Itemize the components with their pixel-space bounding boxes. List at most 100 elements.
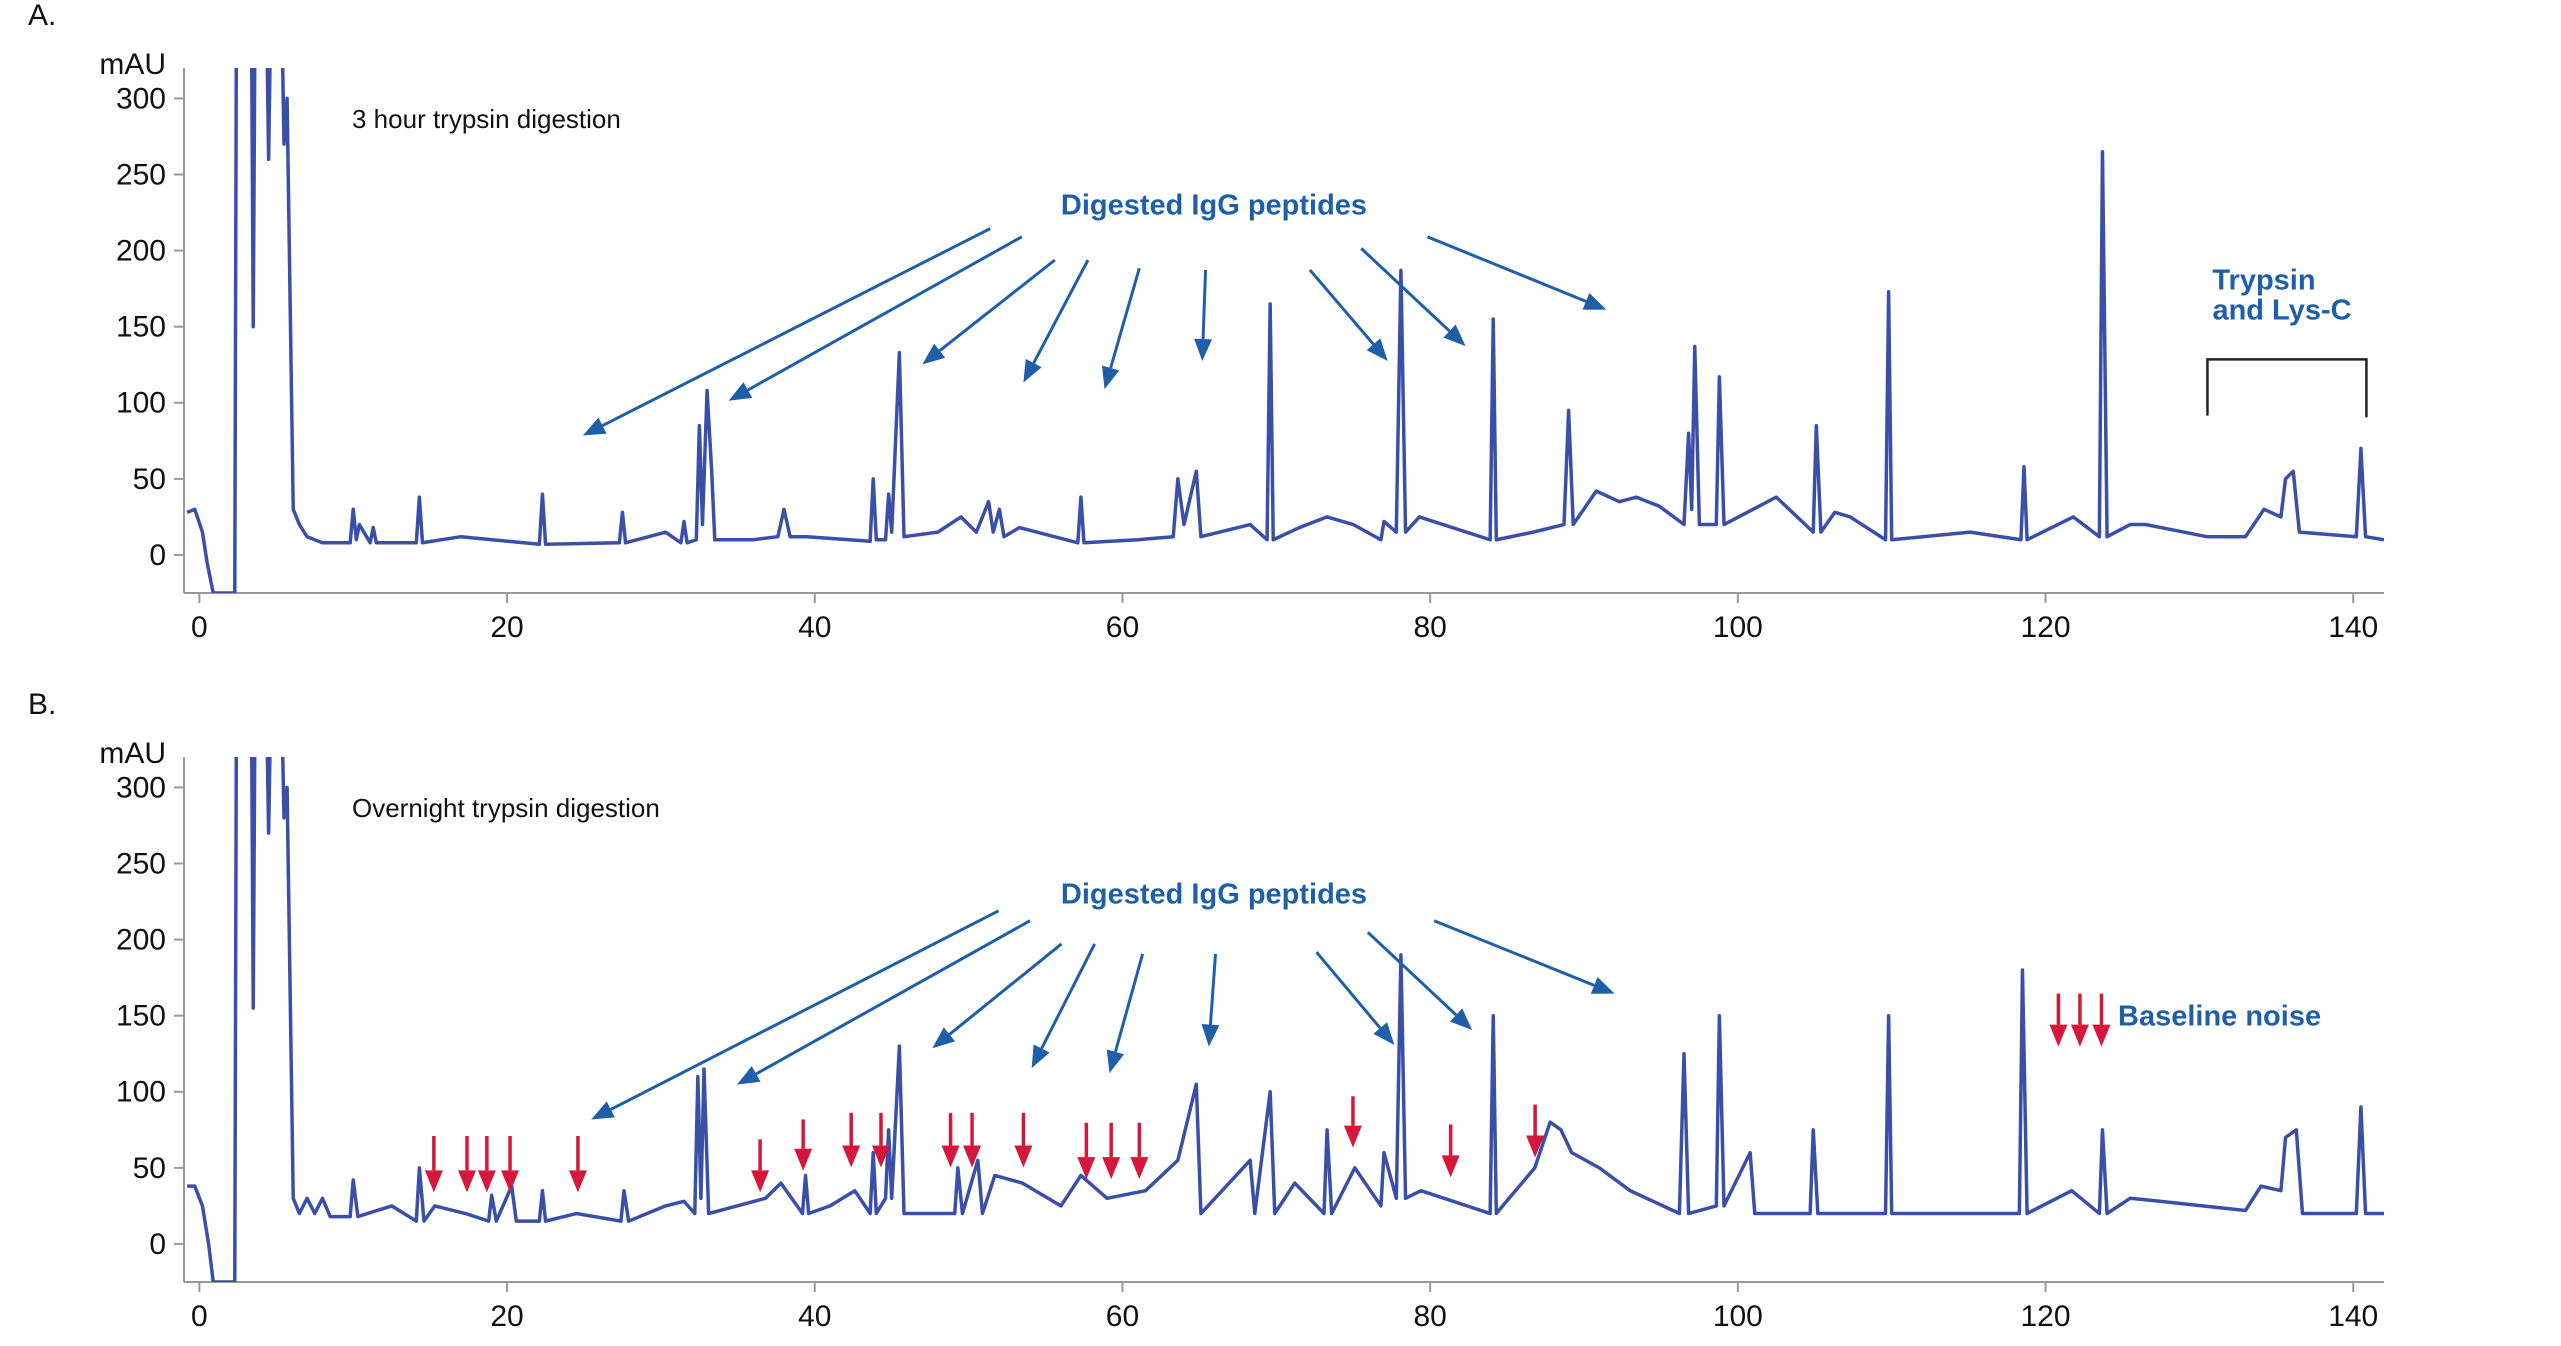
arrow-head <box>1590 977 1615 994</box>
x-tick-label: 80 <box>1413 1300 1446 1333</box>
arrow-head <box>501 1170 520 1193</box>
annotation: Digested IgG peptides <box>1061 879 1367 911</box>
x-tick-label: 120 <box>2021 611 2071 644</box>
arrow-head <box>728 382 753 401</box>
arrow-head <box>1366 338 1388 362</box>
annotation-arrow <box>755 919 1031 1076</box>
y-tick-label: 0 <box>149 539 166 572</box>
arrow-head <box>1343 1125 1362 1148</box>
y-axis-label: mAU <box>99 48 166 81</box>
x-tick-label: 20 <box>490 1300 523 1333</box>
y-tick-label: 150 <box>116 311 166 344</box>
arrow-head <box>932 1027 956 1049</box>
annotation-arrow <box>610 909 1000 1111</box>
arrow-head <box>794 1148 813 1171</box>
arrow-head <box>751 1170 770 1193</box>
y-tick-label: 300 <box>116 82 166 115</box>
trace <box>187 757 2384 1282</box>
annotation-arrow <box>948 942 1063 1036</box>
annotation-arrow <box>1109 267 1141 369</box>
arrow-head <box>1443 324 1466 347</box>
y-tick-label: 50 <box>133 463 166 496</box>
arrow-head <box>424 1170 443 1193</box>
annotation-arrow <box>1308 268 1375 346</box>
chart-title: Overnight trypsin digestion <box>352 793 660 823</box>
arrow-head <box>922 343 946 365</box>
annotation-arrow <box>1366 931 1458 1017</box>
arrow-head <box>582 417 607 436</box>
x-tick-label: 20 <box>490 611 523 644</box>
arrow-head <box>2070 1024 2089 1047</box>
arrow-head <box>1023 358 1042 383</box>
arrow-head <box>1201 1024 1220 1047</box>
bracket-label: and Lys-C <box>2212 295 2351 327</box>
arrow-head <box>842 1145 861 1168</box>
arrow-head <box>736 1066 761 1085</box>
x-tick-label: 100 <box>1713 611 1763 644</box>
arrow-head <box>963 1145 982 1168</box>
annotation-arrow <box>1201 269 1208 340</box>
x-tick-label: 40 <box>798 611 831 644</box>
annotation-arrow <box>1315 951 1382 1030</box>
y-tick-label: 200 <box>116 924 166 957</box>
annotation-arrow <box>1032 259 1090 364</box>
annotation-arrow <box>1426 235 1587 303</box>
y-axis-label: mAU <box>99 737 166 770</box>
bracket <box>2206 358 2368 418</box>
noise-label: Baseline noise <box>2118 1001 2321 1033</box>
arrow-head <box>477 1170 496 1193</box>
y-tick-label: 200 <box>116 235 166 268</box>
arrow-head <box>2092 1024 2111 1047</box>
trace <box>186 68 2384 593</box>
arrow-head <box>591 1101 615 1120</box>
x-tick-label: 80 <box>1413 611 1446 644</box>
arrow-head <box>2049 1024 2068 1047</box>
x-tick-label: 140 <box>2328 1300 2378 1333</box>
x-tick-label: 60 <box>1106 611 1139 644</box>
arrow-head <box>1526 1135 1545 1158</box>
arrow-head <box>457 1170 476 1193</box>
x-tick-label: 120 <box>2021 1300 2071 1333</box>
arrow-head <box>1582 293 1607 310</box>
annotation-arrow <box>747 235 1023 392</box>
y-tick-label: 100 <box>116 387 166 420</box>
annotation-arrow <box>1113 953 1145 1053</box>
arrow-head <box>568 1170 587 1193</box>
arrow-head <box>1102 1157 1121 1180</box>
annotation-arrow <box>1040 943 1096 1050</box>
arrow-head <box>1101 365 1120 390</box>
x-tick-label: 140 <box>2328 611 2378 644</box>
arrow-head <box>1077 1157 1096 1180</box>
y-tick-label: 250 <box>116 158 166 191</box>
x-tick-label: 60 <box>1106 1300 1139 1333</box>
y-tick-label: 0 <box>149 1228 166 1261</box>
y-tick-label: 300 <box>116 771 166 804</box>
arrow-head <box>1194 338 1213 362</box>
arrow-head <box>871 1145 890 1168</box>
y-tick-label: 250 <box>116 847 166 880</box>
annotation-arrow <box>1433 919 1595 987</box>
annotation-arrow <box>1208 953 1218 1025</box>
arrow-head <box>1031 1044 1050 1069</box>
y-tick-label: 50 <box>133 1152 166 1185</box>
annotation-arrow <box>938 258 1056 352</box>
panel-label: A. <box>28 0 56 32</box>
y-tick-label: 100 <box>116 1076 166 1109</box>
annotation-arrow <box>601 227 991 427</box>
y-tick-label: 150 <box>116 1000 166 1033</box>
arrow-head <box>1014 1145 1033 1168</box>
arrow-head <box>1106 1049 1125 1074</box>
panel-label: B. <box>28 688 56 721</box>
x-tick-label: 100 <box>1713 1300 1763 1333</box>
x-tick-label: 0 <box>191 1300 208 1333</box>
arrow-head <box>1449 1008 1473 1031</box>
chart-title: 3 hour trypsin digestion <box>352 104 621 134</box>
annotation-arrow <box>1360 247 1451 333</box>
x-tick-label: 40 <box>798 1300 831 1333</box>
bracket-label: Trypsin <box>2212 265 2315 297</box>
arrow-head <box>1441 1155 1460 1178</box>
annotation: Digested IgG peptides <box>1061 190 1367 222</box>
arrow-head <box>1373 1022 1395 1045</box>
arrow-head <box>1130 1157 1149 1180</box>
